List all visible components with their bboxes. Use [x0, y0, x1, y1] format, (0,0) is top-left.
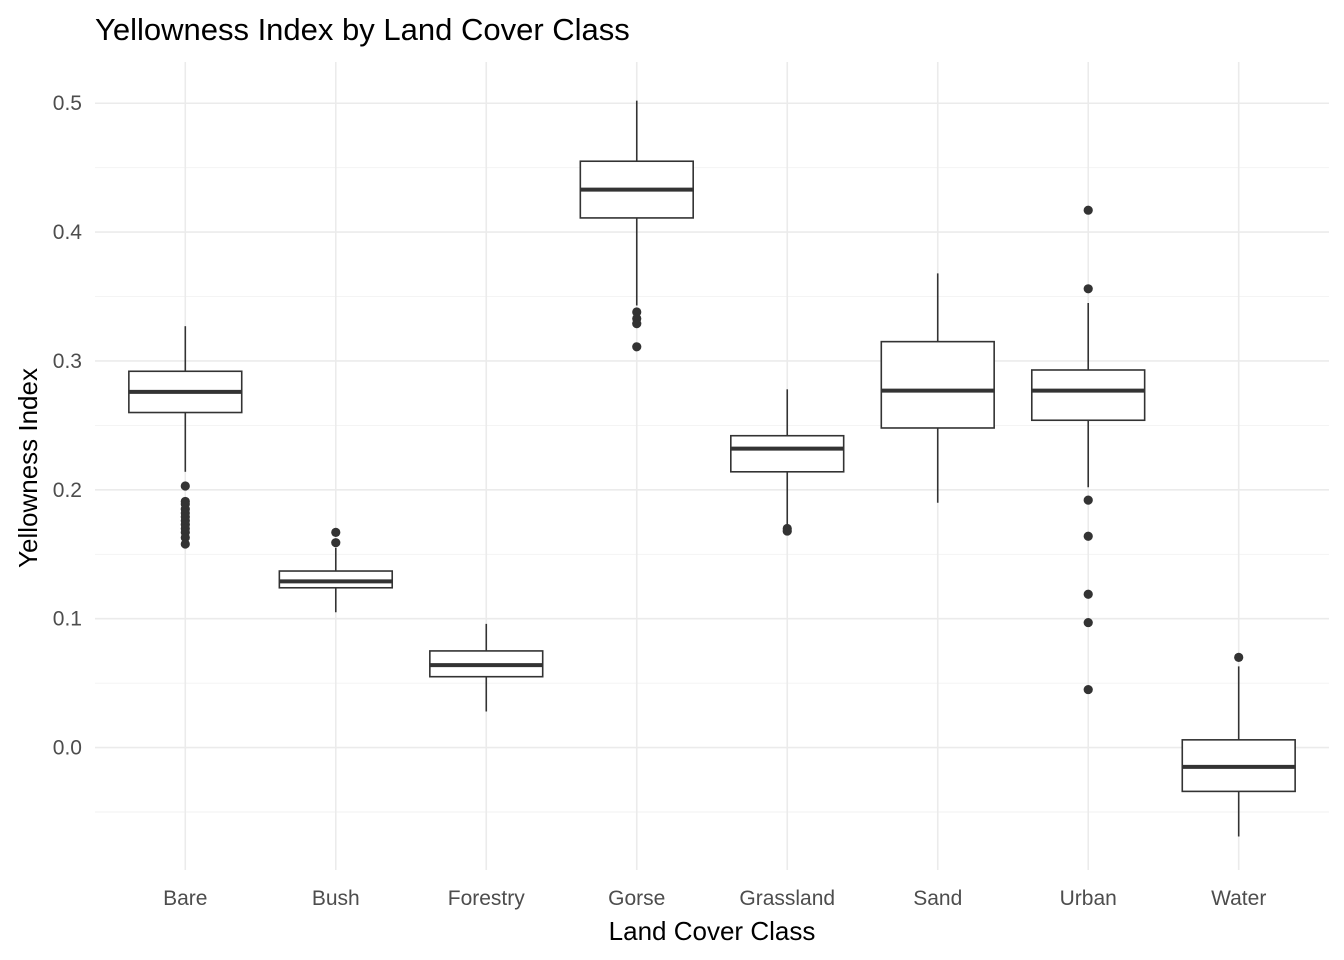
- outlier-point: [180, 532, 190, 543]
- y-tick-label: 0.1: [53, 608, 82, 631]
- y-tick-label: 0.2: [53, 479, 82, 502]
- x-tick-label: Grassland: [739, 887, 835, 910]
- box-urban: [1030, 205, 1146, 695]
- outlier-point: [1083, 495, 1093, 505]
- outlier-point: [782, 526, 792, 536]
- outlier-point: [1234, 652, 1244, 662]
- x-axis-label: Land Cover Class: [609, 916, 816, 946]
- outlier-point: [632, 319, 642, 329]
- outlier-point: [1083, 284, 1093, 294]
- y-tick-label: 0.3: [53, 350, 82, 373]
- x-tick-label: Forestry: [448, 887, 526, 910]
- box-gorse: [579, 100, 694, 352]
- box-water: [1181, 652, 1296, 837]
- outlier-point: [180, 481, 190, 491]
- y-axis-label: Yellowness Index: [13, 368, 43, 568]
- box-bare: [128, 326, 243, 549]
- x-tick-label: Bush: [312, 887, 360, 910]
- outlier-point: [331, 527, 341, 537]
- gridlines: [95, 62, 1329, 870]
- box-forestry: [429, 623, 544, 712]
- iqr-box: [880, 340, 995, 429]
- box-sand: [880, 273, 995, 503]
- box-grassland: [730, 389, 845, 536]
- outlier-point: [1083, 684, 1093, 695]
- outlier-point: [1083, 531, 1093, 541]
- iqr-box: [1030, 369, 1146, 422]
- y-tick-label: 0.5: [53, 92, 82, 115]
- x-tick-label: Bare: [163, 887, 207, 910]
- y-tick-label: 0.0: [53, 737, 82, 760]
- outlier-point: [632, 342, 642, 352]
- y-tick-label: 0.4: [53, 221, 83, 244]
- outlier-point: [1083, 617, 1093, 628]
- x-tick-label: Water: [1211, 887, 1266, 910]
- x-tick-label: Sand: [913, 887, 962, 910]
- box-bush: [278, 527, 394, 613]
- x-tick-label: Gorse: [608, 887, 665, 910]
- x-tick-labels: Bare Bush Forestry Gorse Grassland Sand Urban W…: [163, 887, 1266, 910]
- outlier-point: [1083, 589, 1093, 599]
- outlier-point: [632, 307, 642, 317]
- outlier-point: [331, 538, 341, 548]
- y-tick-labels: 0.0 0.1 0.2 0.3 0.4 0.5: [53, 92, 83, 759]
- x-tick-label: Urban: [1060, 887, 1117, 910]
- outlier-point: [1083, 205, 1093, 215]
- boxes-layer: [128, 100, 1296, 837]
- iqr-box: [730, 434, 845, 473]
- chart-title: Yellowness Index by Land Cover Class: [95, 12, 630, 47]
- outlier-point: [180, 539, 190, 549]
